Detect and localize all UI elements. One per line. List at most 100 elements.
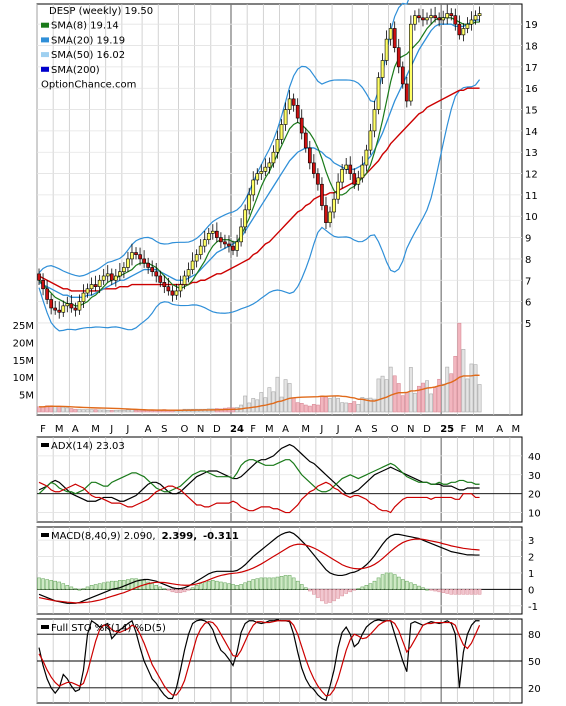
candle bbox=[392, 28, 397, 48]
candle bbox=[348, 164, 353, 174]
volume-bar bbox=[126, 409, 130, 413]
volume-bar bbox=[150, 410, 155, 413]
volume-bar bbox=[93, 409, 98, 413]
price-tick-label: 12 bbox=[525, 170, 538, 181]
macd-histogram-bar bbox=[77, 589, 82, 591]
price-tick-label: 17 bbox=[525, 63, 538, 74]
macd-histogram-bar bbox=[441, 589, 445, 593]
volume-average-line bbox=[39, 374, 480, 411]
volume-bar bbox=[404, 392, 409, 413]
candle bbox=[162, 282, 167, 287]
candle bbox=[154, 271, 159, 277]
volume-bar bbox=[324, 396, 328, 413]
candle bbox=[93, 284, 98, 287]
price-legend-entry: SMA(200) bbox=[51, 65, 100, 76]
price-tick-label: 13 bbox=[525, 148, 538, 159]
candle bbox=[126, 258, 130, 268]
volume-bar bbox=[97, 409, 102, 413]
macd-histogram-bar bbox=[388, 572, 393, 590]
candle bbox=[97, 279, 102, 287]
candle bbox=[295, 104, 300, 119]
macd-histogram-bar bbox=[308, 589, 312, 592]
candle bbox=[41, 279, 45, 290]
candle bbox=[380, 60, 385, 78]
candle bbox=[122, 267, 126, 273]
volume-bar bbox=[81, 409, 86, 413]
volume-bar bbox=[356, 404, 361, 413]
macd-histogram-bar bbox=[473, 589, 478, 595]
macd-histogram-bar bbox=[215, 580, 219, 590]
x-axis-label: N bbox=[197, 424, 204, 435]
macd-histogram-bar bbox=[477, 589, 482, 595]
candle bbox=[376, 77, 381, 110]
volume-bar bbox=[315, 404, 320, 413]
candle bbox=[469, 19, 474, 25]
candle bbox=[202, 239, 207, 247]
candle bbox=[275, 139, 280, 153]
volume-bar bbox=[77, 408, 82, 413]
candle bbox=[109, 273, 114, 281]
macd-histogram-bar bbox=[138, 579, 142, 590]
macd-histogram-bar bbox=[396, 576, 401, 590]
candle bbox=[312, 162, 316, 174]
price-legend-entry: SMA(8) 19.14 bbox=[51, 21, 119, 32]
candle bbox=[303, 132, 308, 149]
macd-histogram-bar bbox=[146, 581, 150, 590]
volume-bar bbox=[400, 395, 405, 413]
macd-histogram-bar bbox=[417, 585, 421, 590]
macd-histogram-bar bbox=[186, 589, 191, 591]
candle bbox=[49, 299, 53, 309]
volume-bar bbox=[477, 384, 482, 413]
x-axis-label: M bbox=[475, 424, 484, 435]
volume-bar bbox=[251, 398, 256, 413]
candle bbox=[291, 98, 296, 106]
macd-histogram-bar bbox=[251, 579, 256, 590]
macd-histogram-bar bbox=[413, 584, 417, 590]
macd-histogram-bar bbox=[303, 587, 308, 590]
candle bbox=[73, 307, 78, 311]
volume-bar bbox=[376, 378, 381, 413]
candle bbox=[360, 164, 365, 179]
candle bbox=[388, 28, 393, 40]
volume-bar bbox=[303, 404, 308, 413]
volume-bar bbox=[85, 409, 90, 413]
x-axis-label: A bbox=[72, 424, 79, 435]
macd-histogram-bar bbox=[81, 588, 86, 590]
volume-bar bbox=[332, 395, 336, 413]
macd-histogram-bar bbox=[368, 583, 373, 590]
macd-histogram-bar bbox=[73, 588, 78, 590]
macd-histogram-bar bbox=[170, 589, 175, 593]
volume-bar bbox=[109, 409, 114, 413]
macd-histogram-bar bbox=[461, 589, 466, 595]
macd-histogram-bar bbox=[69, 586, 74, 590]
macd-histogram-bar bbox=[340, 589, 344, 597]
candle bbox=[194, 254, 199, 262]
volume-tick-label: 25M bbox=[13, 321, 34, 332]
macd-histogram-bar bbox=[227, 583, 231, 590]
macd-histogram-bar bbox=[324, 589, 328, 604]
volume-bar bbox=[465, 378, 470, 413]
candle bbox=[473, 15, 478, 21]
candle bbox=[445, 13, 450, 19]
macd-histogram-bar bbox=[166, 589, 171, 591]
volume-bar bbox=[437, 378, 442, 413]
macd-histogram-bar bbox=[130, 578, 134, 590]
macd-histogram-bar bbox=[283, 575, 288, 590]
candle bbox=[344, 164, 349, 170]
macd-series-line bbox=[38, 538, 480, 604]
macd-histogram-bar bbox=[53, 580, 57, 590]
volume-bar bbox=[105, 409, 110, 413]
volume-bar bbox=[360, 397, 365, 413]
x-axis-label: A bbox=[355, 424, 362, 435]
price-tick-label: 7 bbox=[525, 276, 531, 287]
macd-histogram-bar bbox=[255, 578, 260, 590]
candle bbox=[105, 273, 110, 277]
candle bbox=[235, 241, 239, 251]
macd-histogram-bar bbox=[122, 580, 126, 590]
x-axis-label: M bbox=[91, 424, 100, 435]
macd-histogram-bar bbox=[263, 577, 268, 590]
macd-tick-label: 3 bbox=[528, 536, 534, 547]
macd-histogram-bar bbox=[275, 576, 280, 590]
macd-histogram-bar bbox=[97, 583, 102, 590]
macd-histogram-bar bbox=[409, 582, 413, 590]
